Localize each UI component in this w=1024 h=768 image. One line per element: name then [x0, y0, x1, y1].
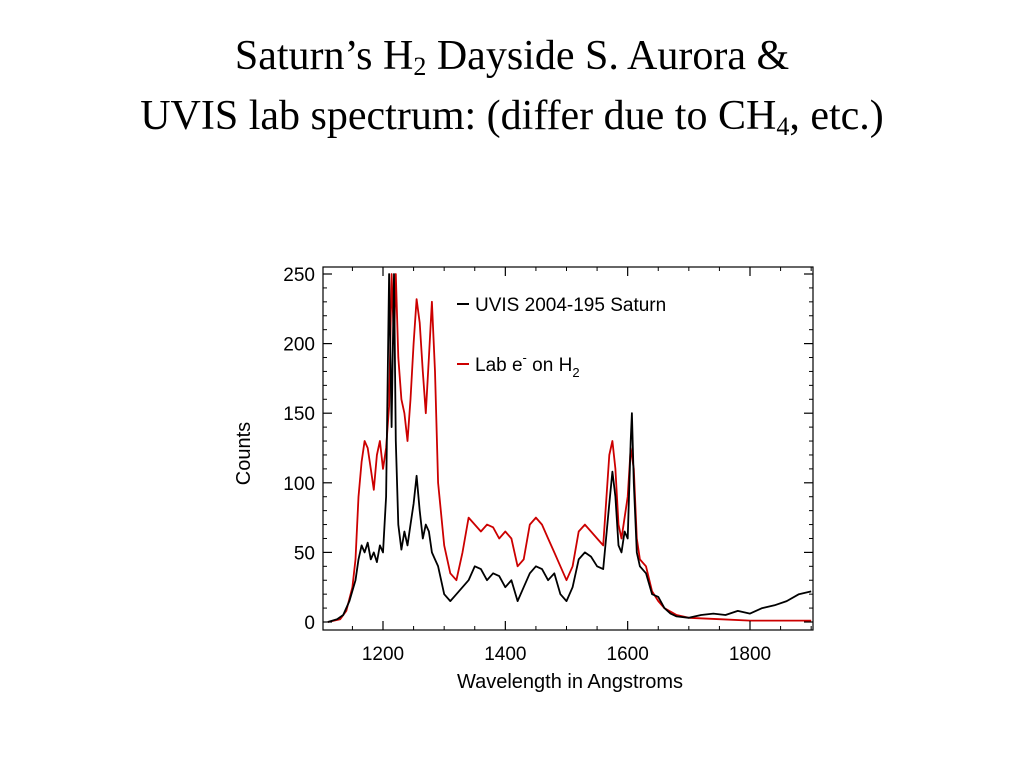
plot-frame: [322, 266, 814, 631]
x-axis-label: Wavelength in Angstroms: [457, 671, 683, 693]
legend-label-1: Lab e- on H2: [475, 350, 580, 380]
title-line-2-text: UVIS lab spectrum: (differ due to CH: [140, 93, 777, 139]
x-tick-label: 1200: [362, 644, 404, 665]
title-line-1-suffix: Dayside S. Aurora &: [426, 33, 790, 79]
series-line-0: [327, 273, 812, 623]
y-tick-label: 200: [283, 335, 315, 356]
title-line-2: UVIS lab spectrum: (differ due to CH4, e…: [0, 86, 1024, 146]
y-tick-label: 150: [283, 404, 315, 425]
series-layer: [327, 273, 812, 623]
y-tick-label: 50: [294, 543, 315, 564]
title-line-2-suffix: , etc.): [789, 93, 884, 139]
title-line-1-subscript: 2: [413, 52, 427, 81]
y-tick-label: 250: [283, 265, 315, 286]
y-tick-label: 0: [304, 613, 315, 634]
slide-title: Saturn’s H2 Dayside S. Aurora & UVIS lab…: [0, 26, 1024, 146]
x-tick-label: 1400: [484, 644, 526, 665]
x-tick-label: 1600: [607, 644, 649, 665]
legend: UVIS 2004-195 Saturn Lab e- on H2: [457, 295, 666, 380]
title-line-1: Saturn’s H2 Dayside S. Aurora &: [0, 26, 1024, 86]
axes-layer: 1200 1400 1600 1800 0 50 100 150 200 250 Wavelengt…: [233, 265, 814, 693]
series-line-1: [327, 273, 812, 623]
title-line-1-text: Saturn’s H: [234, 33, 414, 79]
x-tick-label: 1800: [729, 644, 771, 665]
y-axis-label: Counts: [233, 422, 255, 485]
y-tick-label: 100: [283, 474, 315, 495]
title-line-2-subscript: 4: [776, 112, 790, 141]
legend-label-0: UVIS 2004-195 Saturn: [475, 295, 666, 316]
